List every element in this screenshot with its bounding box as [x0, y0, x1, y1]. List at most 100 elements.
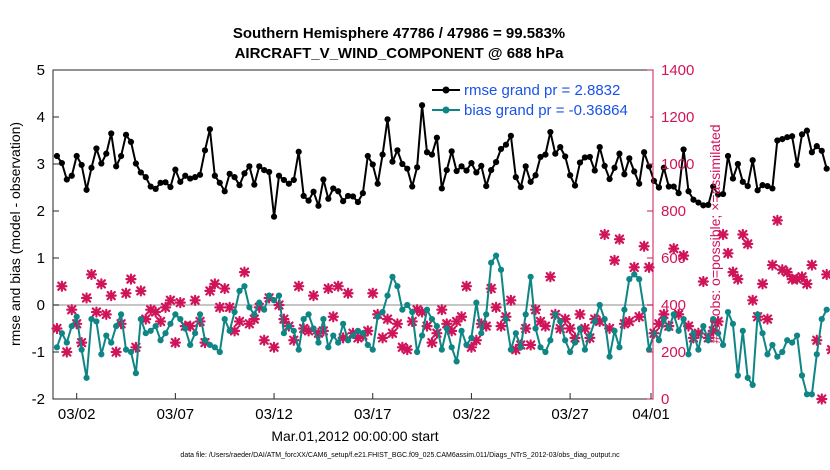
obs-point — [105, 290, 117, 302]
bias-point — [601, 316, 608, 323]
rmse-point — [601, 162, 608, 169]
rmse-point — [344, 192, 352, 200]
bias-point — [650, 330, 658, 337]
rmse-point — [458, 163, 465, 170]
rmse-point — [705, 201, 712, 208]
obs-point — [677, 250, 690, 262]
obs-point — [110, 346, 122, 358]
bias-series — [53, 252, 830, 398]
obs-point — [71, 318, 83, 330]
bias-point — [734, 372, 741, 379]
rmse-point — [576, 159, 584, 166]
rmse-point — [142, 174, 149, 181]
legend-box — [428, 78, 650, 122]
y2-tick-label: 600 — [661, 250, 686, 267]
bias-point — [261, 306, 268, 313]
bias-point — [226, 327, 233, 334]
obs-point — [697, 275, 709, 288]
bias-point — [201, 337, 209, 344]
obs-point — [90, 306, 103, 318]
bias-point — [754, 311, 761, 318]
y2-tick-label: 1000 — [661, 156, 694, 173]
rmse-point — [325, 195, 332, 202]
bias-point — [448, 344, 455, 351]
rmse-point — [675, 190, 682, 197]
bias-point — [88, 316, 95, 323]
bias-point — [103, 332, 110, 339]
obs-point — [352, 332, 364, 344]
bias-point — [251, 311, 258, 318]
bias-point — [196, 311, 204, 318]
bias-point — [152, 323, 159, 330]
bias-point — [98, 351, 105, 358]
bias-point — [798, 372, 806, 379]
bias-point — [433, 323, 440, 330]
bias-point — [162, 330, 169, 337]
rmse-point — [547, 128, 554, 136]
y2-tick-label: 200 — [661, 344, 686, 361]
bias-point — [542, 348, 549, 356]
obs-point — [776, 264, 788, 276]
rmse-point — [690, 196, 697, 203]
bias-point — [478, 330, 485, 337]
bias-point — [374, 313, 381, 320]
rmse-point — [636, 180, 643, 187]
bias-point — [108, 339, 115, 346]
obs-point — [174, 297, 186, 309]
y2-tick-label: 1400 — [661, 62, 694, 79]
bias-point — [749, 381, 756, 388]
y-tick-label: 5 — [37, 62, 45, 79]
bias-point — [270, 297, 278, 304]
y-tick-label: 3 — [37, 156, 45, 173]
bias-point — [330, 332, 337, 339]
bias-point — [631, 271, 638, 278]
rmse-point — [216, 179, 223, 186]
legend-rmse-marker — [442, 86, 450, 94]
bias-point — [315, 339, 322, 346]
rmse-point — [542, 151, 549, 158]
obs-point — [367, 287, 379, 299]
rmse-point — [73, 152, 80, 160]
obs-point — [169, 337, 181, 349]
obs-point — [258, 334, 270, 346]
rmse-point — [127, 138, 135, 146]
rmse-point — [231, 174, 238, 181]
rmse-point — [488, 167, 495, 174]
obs-point — [603, 322, 616, 335]
obs-point — [574, 308, 586, 320]
bias-point — [216, 348, 223, 356]
rmse-point — [152, 185, 159, 193]
y-tick-label: 4 — [37, 109, 45, 126]
obs-point — [312, 327, 325, 339]
obs-point — [451, 315, 463, 328]
rmse-point — [621, 171, 628, 178]
bias-point — [675, 327, 682, 334]
rmse-point — [335, 188, 342, 195]
bias-point — [497, 266, 505, 273]
x-tick-label: 03/07 — [157, 406, 195, 423]
bias-point — [117, 311, 125, 318]
rmse-point — [813, 143, 820, 150]
bias-point — [142, 330, 149, 337]
rmse-point — [443, 167, 450, 174]
bias-point — [764, 351, 771, 358]
rmse-point — [285, 180, 292, 187]
obs-point — [727, 266, 739, 278]
bias-point — [685, 351, 692, 358]
rmse-point — [789, 133, 796, 140]
obs-point — [505, 294, 517, 306]
obs-point — [184, 320, 196, 332]
rmse-point — [631, 168, 638, 175]
rmse-point — [655, 184, 663, 191]
obs-point — [307, 290, 320, 302]
obs-point — [613, 233, 626, 245]
obs-point — [243, 318, 255, 330]
rmse-point — [177, 178, 184, 185]
rmse-point — [616, 150, 623, 157]
rmse-point — [68, 172, 75, 179]
rmse-point — [433, 134, 440, 141]
obs-point — [288, 334, 300, 346]
bias-point — [246, 304, 253, 311]
rmse-point — [478, 162, 485, 169]
bias-point — [710, 316, 717, 323]
